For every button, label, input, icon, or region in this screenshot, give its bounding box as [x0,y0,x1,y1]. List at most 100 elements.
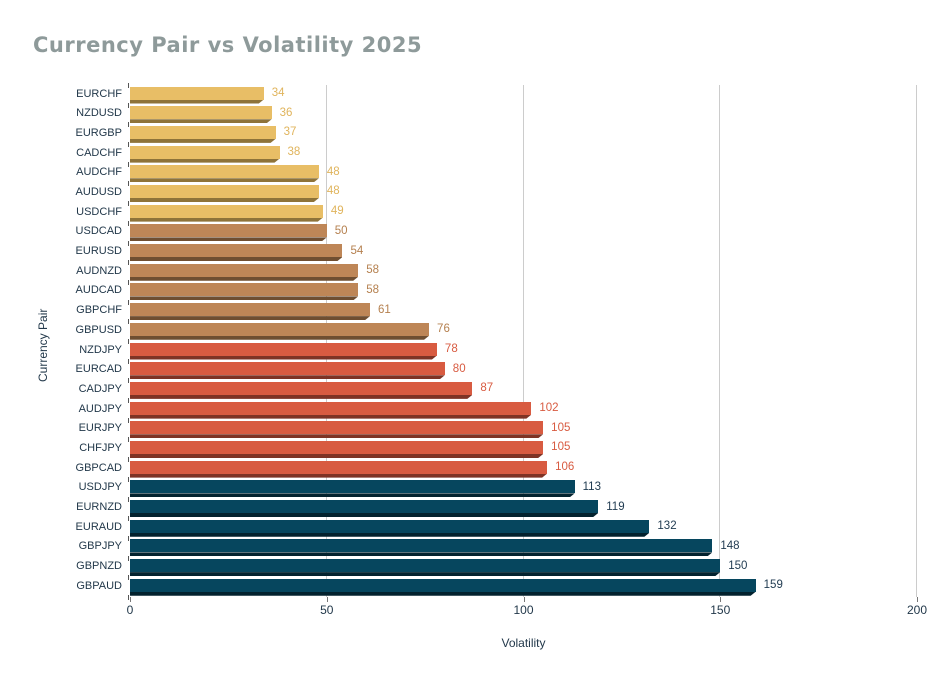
y-axis-tick [128,398,129,404]
y-axis-tick [128,516,129,522]
bar-usdchf [130,204,323,218]
y-axis-label-eurnzd: EURNZD [76,501,122,514]
bar-value-euraud: 132 [657,520,677,533]
bar-shade [130,434,543,438]
y-axis-label-eurchf: EURCHF [76,87,122,100]
y-axis-tick [128,476,129,482]
y-axis-label-gbpnzd: GBPNZD [76,560,122,573]
bar-value-gbpnzd: 150 [728,559,748,572]
bar-gbpaud [130,578,756,592]
y-axis-tick [128,595,129,600]
bar-eurusd [130,244,343,257]
bar-gbpusd [130,322,430,336]
y-axis-tick [128,201,129,207]
y-axis-labels: EURCHF NZDUSD EURGBP CADCHF AUDCHF AUDUSD USDC… [0,85,122,597]
y-axis-tick [128,299,129,305]
y-axis-tick [128,358,129,364]
y-axis-label-euraud: EURAUD [75,520,122,533]
bar-shade [130,493,575,497]
y-axis-label-eurjpy: EURJPY [78,422,122,435]
y-axis-tick [128,161,129,167]
y-axis-tick [128,496,129,502]
x-axis-tick-label-150: 150 [710,603,731,617]
bar-audusd [130,184,319,198]
bar-shade [130,100,264,104]
bar-value-cadchf: 38 [287,146,301,159]
y-axis-label-audjpy: AUDJPY [78,402,122,415]
y-axis-label-audnzd: AUDNZD [76,264,122,277]
bar-value-eurjpy: 105 [551,421,571,434]
y-axis-label-gbpaud: GBPAUD [76,579,122,592]
y-axis-label-usdjpy: USDJPY [78,481,122,494]
y-axis-tick [128,339,129,344]
x-axis-title: Volatility [501,636,546,650]
bar-shade [130,316,370,320]
bar-shade [130,218,323,222]
y-axis-tick [128,181,129,187]
y-axis-label-nzdusd: NZDUSD [76,107,122,120]
x-axis-tick-100 [523,597,525,602]
bar-value-eurcad: 80 [452,362,466,375]
bar-usdjpy [130,480,575,493]
bar-gbpjpy [130,539,713,552]
x-axis-tick-50 [326,597,328,602]
bar-value-eurchf: 34 [271,87,285,99]
gridline-x200 [916,85,917,597]
bar-value-gbpusd: 76 [437,323,450,336]
bar-shade [130,198,319,202]
bar-gbpchf [130,303,371,316]
bar-cadjpy [130,381,473,395]
bar-shade [130,375,445,379]
bar-shade [130,277,358,281]
y-axis-label-usdcad: USDCAD [75,225,122,238]
bar-value-eurnzd: 119 [606,500,625,513]
bar-value-audchf: 48 [326,165,340,178]
bar-eurcad [130,362,445,375]
bar-value-gbpcad: 106 [555,461,575,474]
bar-eurjpy [130,421,544,434]
bar-shade [130,592,756,596]
y-axis-tick [128,417,129,423]
y-axis-label-gbpjpy: GBPJPY [78,540,122,553]
y-axis-tick [128,319,129,325]
bar-audcad [130,283,359,296]
bar-value-nzdusd: 36 [279,106,293,119]
bar-value-eurusd: 54 [350,244,364,257]
bar-audjpy [130,401,532,415]
y-axis-label-gbpusd: GBPUSD [75,323,122,336]
bar-value-gbpchf: 61 [378,303,391,316]
bar-shade [130,454,543,458]
bar-shade [130,159,280,163]
y-axis-tick [128,535,129,541]
bar-value-audcad: 58 [366,283,380,296]
bar-value-eurgbp: 37 [283,126,297,139]
bar-nzdjpy [130,342,437,356]
bar-shade [130,474,547,478]
bar-shade [130,296,358,300]
bar-euraud [130,519,650,533]
bar-value-audnzd: 58 [366,264,380,277]
bar-shade [130,178,319,182]
y-axis-tick [128,457,129,463]
bar-value-audjpy: 102 [539,402,559,415]
y-axis-tick [128,260,129,266]
bar-eurgbp [130,125,276,139]
bar-usdcad [130,224,327,237]
y-axis-label-eurusd: EURUSD [75,245,122,258]
y-axis-label-audcad: AUDCAD [75,284,122,297]
bar-shade [130,533,649,537]
y-axis-tick [128,555,129,561]
y-axis-label-chfjpy: CHFJPY [79,441,122,454]
bar-value-cadjpy: 87 [480,382,494,395]
bar-nzdusd [130,106,272,119]
bar-shade [130,237,327,241]
bar-shade [130,119,272,123]
bar-value-usdjpy: 113 [582,480,601,493]
y-axis-tick [128,83,129,88]
y-axis-label-nzdjpy: NZDJPY [79,343,122,356]
gridline-x150 [719,85,721,597]
bar-gbpcad [130,460,548,474]
y-axis-tick [128,240,129,246]
y-axis-label-gbpchf: GBPCHF [76,304,122,317]
